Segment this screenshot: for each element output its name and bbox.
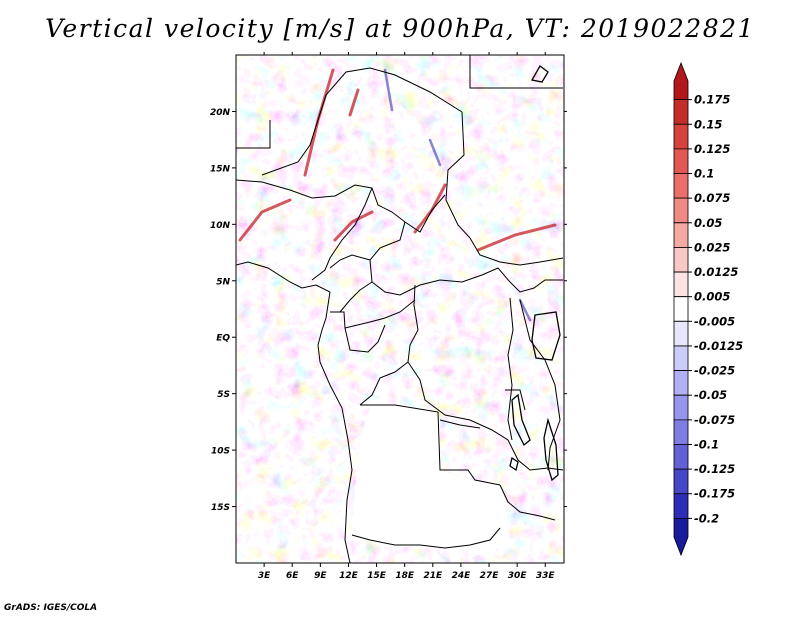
colorbar-label: 0.005	[694, 290, 730, 304]
colorbar-swatch	[673, 222, 689, 248]
colorbar-swatch	[673, 320, 689, 347]
colorbar-label: 0.0125	[694, 265, 738, 279]
lon-tick-label: 15E	[367, 571, 387, 581]
grads-credit: GrADS: IGES/COLA	[4, 603, 98, 613]
colorbar	[673, 61, 692, 557]
vertical-velocity-field	[236, 55, 564, 563]
lon-tick-label: 6E	[286, 571, 299, 581]
colorbar-label: 0.025	[694, 240, 730, 254]
colorbar-label: -0.175	[694, 487, 735, 501]
colorbar-swatch	[673, 419, 689, 445]
plot-frame	[235, 54, 565, 564]
lon-tick-label: 9E	[314, 571, 327, 581]
colorbar-swatch	[673, 148, 689, 174]
lon-tick-label: 24E	[452, 571, 472, 581]
lon-tick-label: 30E	[508, 571, 528, 581]
colorbar-swatch	[673, 444, 689, 470]
lon-tick-label: 33E	[536, 571, 556, 581]
colorbar-swatch	[673, 61, 689, 101]
lon-tick-label: 21E	[423, 571, 443, 581]
colorbar-swatch	[673, 271, 689, 298]
colorbar-label: -0.2	[694, 511, 719, 525]
latitude-ticks	[232, 110, 567, 508]
colorbar-swatch	[673, 99, 689, 125]
colorbar-swatch	[673, 123, 689, 150]
colorbar-label: -0.075	[694, 413, 735, 427]
lat-tick-label: 5N	[216, 277, 230, 287]
lat-tick-label: 20N	[210, 108, 231, 118]
colorbar-label: -0.125	[694, 462, 735, 476]
colorbar-swatch	[673, 247, 689, 273]
lon-tick-label: 18E	[395, 571, 415, 581]
colorbar-labels: 0.175 0.15 0.125 0.1 0.075 0.05 0.025 0.0125 0.0…	[694, 93, 743, 526]
colorbar-swatch	[673, 197, 689, 224]
colorbar-label: -0.025	[694, 364, 735, 378]
colorbar-label: 0.05	[694, 216, 722, 230]
colorbar-swatch	[673, 394, 689, 421]
colorbar-swatch	[673, 296, 689, 322]
colorbar-label: 0.125	[694, 142, 730, 156]
colorbar-label: -0.05	[694, 388, 727, 402]
lon-tick-label: 27E	[480, 571, 500, 581]
colorbar-label: 0.175	[694, 93, 730, 107]
lon-tick-label: 3E	[258, 571, 271, 581]
colorbar-swatch	[673, 173, 689, 199]
longitude-ticks	[263, 52, 546, 567]
colorbar-label: -0.0125	[694, 339, 743, 353]
country-borders	[236, 55, 564, 563]
colorbar-label: 0.1	[694, 167, 714, 181]
colorbar-swatch	[673, 345, 689, 371]
lakes	[509, 65, 561, 482]
lat-tick-label: 10S	[211, 447, 230, 457]
colorbar-label: -0.1	[694, 437, 719, 451]
lat-tick-label: 15S	[211, 503, 230, 513]
lat-tick-label: 10N	[210, 221, 231, 231]
longitude-labels: 3E 6E 9E 12E 15E 18E 21E 24E 27E 30E 33E	[258, 571, 556, 581]
colorbar-swatch	[673, 468, 689, 495]
latitude-labels: 20N 15N 10N 5N EQ 5S 10S 15S	[210, 108, 231, 513]
colorbar-swatch	[673, 517, 689, 557]
lat-tick-label: EQ	[216, 334, 230, 344]
colorbar-label: 0.15	[694, 117, 722, 131]
colorbar-label: 0.075	[694, 191, 730, 205]
colorbar-swatch	[673, 493, 689, 519]
lon-tick-label: 12E	[339, 571, 359, 581]
lat-tick-label: 5S	[217, 390, 230, 400]
plot-title: Vertical velocity [m/s] at 900hPa, VT: 2…	[45, 14, 755, 43]
colorbar-label: -0.005	[694, 314, 735, 328]
lat-tick-label: 15N	[210, 164, 231, 174]
colorbar-swatch	[673, 370, 689, 396]
